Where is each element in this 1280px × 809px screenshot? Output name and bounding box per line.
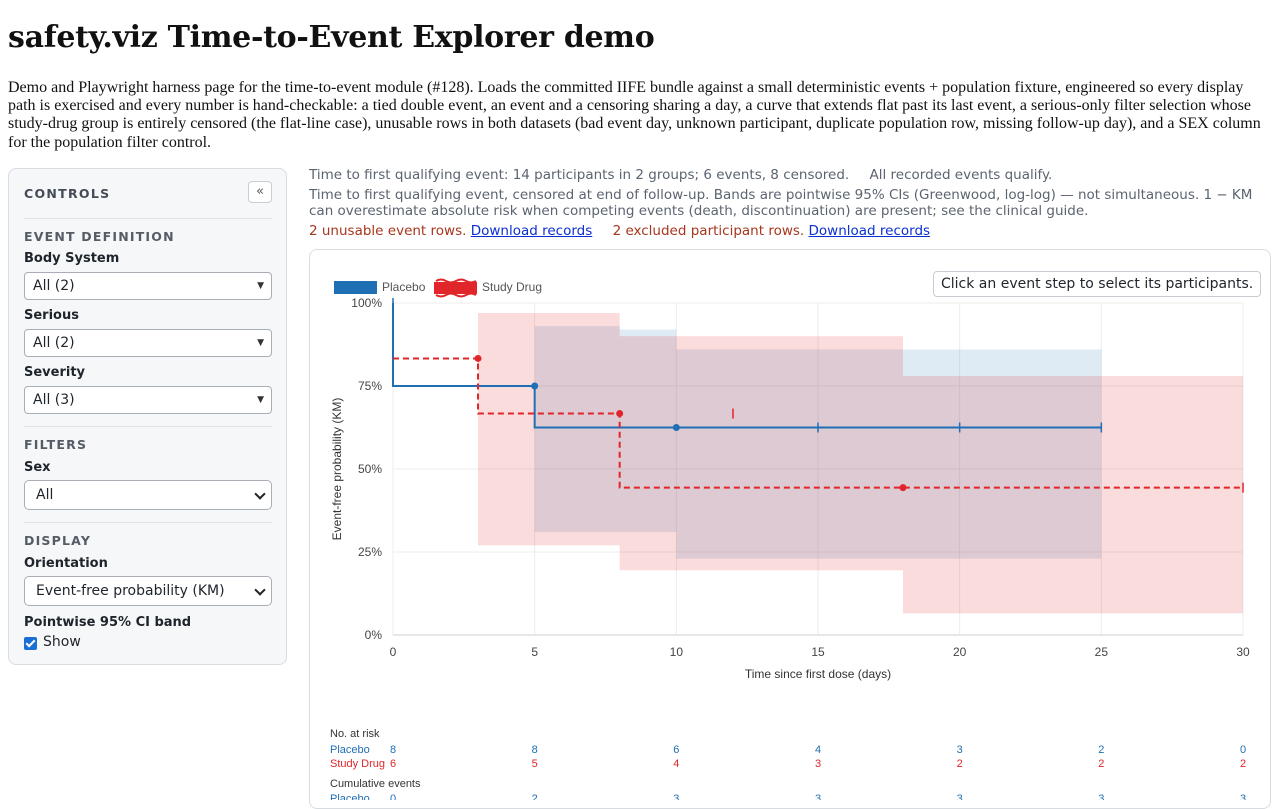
- divider: [24, 218, 272, 219]
- divider: [24, 522, 272, 523]
- body-system-select[interactable]: All (2) ▼: [24, 272, 272, 300]
- summary-line-3: can overestimate absolute risk when comp…: [309, 203, 1089, 219]
- collapse-controls-button[interactable]: «: [248, 181, 272, 203]
- controls-panel: CONTROLS « EVENT DEFINITION Body System …: [8, 168, 287, 665]
- event-definition-heading: EVENT DEFINITION: [24, 229, 175, 244]
- unusable-events-text: 2 unusable event rows.: [309, 223, 467, 239]
- serious-select[interactable]: All (2) ▼: [24, 329, 272, 357]
- orientation-select[interactable]: Event-free probability (KM): [24, 576, 272, 606]
- dropdown-arrow-icon: ▼: [257, 338, 264, 348]
- chart-panel: [309, 249, 1271, 809]
- summary-counts: Time to first qualifying event: 14 parti…: [309, 167, 850, 183]
- divider: [24, 426, 272, 427]
- download-event-records-link[interactable]: Download records: [470, 223, 593, 239]
- ci-band-checkbox-label[interactable]: Show: [43, 634, 81, 650]
- download-participant-records-link[interactable]: Download records: [808, 223, 931, 239]
- dropdown-arrow-icon: ▼: [257, 281, 264, 291]
- chevron-down-icon: [254, 488, 266, 500]
- summary-line-1: Time to first qualifying event: 14 parti…: [309, 167, 1052, 183]
- summary-qualify-note: All recorded events qualify.: [869, 167, 1053, 183]
- orientation-label: Orientation: [24, 556, 108, 571]
- sex-label: Sex: [24, 460, 51, 475]
- page-title: safety.viz Time-to-Event Explorer demo: [8, 20, 655, 55]
- sex-value: All: [36, 487, 54, 503]
- chart-hint: Click an event step to select its partic…: [933, 271, 1262, 297]
- display-heading: DISPLAY: [24, 533, 92, 548]
- excluded-participants-text: 2 excluded participant rows.: [612, 223, 805, 239]
- sex-select[interactable]: All: [24, 480, 272, 510]
- summary-line-2: Time to first qualifying event, censored…: [309, 187, 1253, 203]
- serious-label: Serious: [24, 308, 79, 323]
- orientation-value: Event-free probability (KM): [36, 583, 225, 599]
- severity-label: Severity: [24, 365, 86, 380]
- body-system-label: Body System: [24, 251, 120, 266]
- dropdown-arrow-icon: ▼: [257, 395, 264, 405]
- serious-value: All (2): [33, 335, 75, 351]
- exclusion-warnings: 2 unusable event rows. Download records …: [309, 223, 930, 239]
- severity-select[interactable]: All (3) ▼: [24, 386, 272, 414]
- controls-title: CONTROLS: [24, 186, 111, 201]
- ci-band-checkbox[interactable]: [24, 637, 37, 650]
- filters-heading: FILTERS: [24, 437, 88, 452]
- chevron-down-icon: [254, 584, 266, 596]
- page-intro: Demo and Playwright harness page for the…: [8, 79, 1261, 151]
- severity-value: All (3): [33, 392, 75, 408]
- ci-band-label: Pointwise 95% CI band: [24, 615, 192, 630]
- body-system-value: All (2): [33, 278, 75, 294]
